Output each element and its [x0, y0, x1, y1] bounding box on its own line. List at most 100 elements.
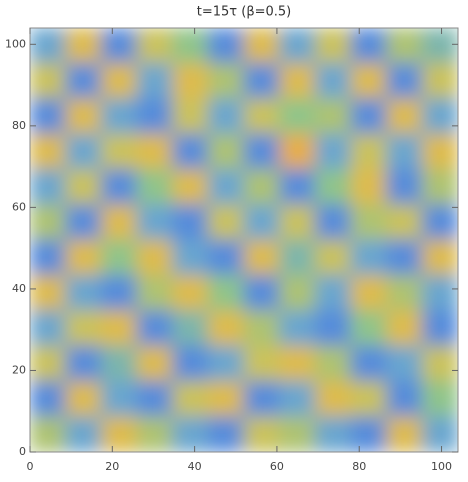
- cell: [136, 98, 174, 135]
- cell: [207, 310, 245, 347]
- cell: [65, 416, 102, 452]
- cell: [350, 98, 388, 135]
- cell: [172, 168, 209, 206]
- cell: [136, 28, 174, 64]
- cell: [386, 239, 423, 276]
- cell: [207, 98, 245, 135]
- cell: [65, 274, 102, 312]
- cell: [314, 133, 352, 170]
- cell: [30, 62, 67, 100]
- cell: [314, 168, 352, 206]
- cell: [350, 28, 388, 64]
- cell: [65, 204, 102, 241]
- cell: [207, 380, 245, 418]
- cell: [136, 310, 174, 347]
- cell: [172, 239, 209, 276]
- cell: [350, 345, 388, 382]
- cell: [421, 274, 458, 312]
- cell: [30, 98, 67, 135]
- cell: [172, 416, 209, 452]
- cell: [386, 345, 423, 382]
- cell: [136, 239, 174, 276]
- cell: [100, 380, 138, 418]
- cell: [279, 416, 316, 452]
- cell: [279, 98, 316, 135]
- cell: [136, 204, 174, 241]
- cell: [172, 133, 209, 170]
- cell: [65, 310, 102, 347]
- cell: [243, 310, 281, 347]
- cell: [65, 62, 102, 100]
- y-tick-label: 60: [12, 200, 26, 213]
- x-tick-label: 0: [27, 460, 34, 473]
- cell: [30, 380, 67, 418]
- cell: [172, 274, 209, 312]
- cell: [172, 204, 209, 241]
- frame: [29, 27, 459, 453]
- cell: [136, 345, 174, 382]
- cell: [207, 133, 245, 170]
- cell: [421, 345, 458, 382]
- cell: [243, 239, 281, 276]
- cell: [136, 62, 174, 100]
- cell: [279, 310, 316, 347]
- cell: [30, 168, 67, 206]
- cell: [243, 98, 281, 135]
- cell: [314, 62, 352, 100]
- cells: [30, 28, 458, 452]
- cell: [100, 98, 138, 135]
- cell: [279, 28, 316, 64]
- cell: [207, 274, 245, 312]
- cell: [314, 310, 352, 347]
- cell: [136, 380, 174, 418]
- chart-title: t=15τ (β=0.5): [197, 5, 292, 20]
- y-tick-label: 100: [5, 37, 26, 50]
- cell: [386, 133, 423, 170]
- x-tick-label: 60: [270, 460, 284, 473]
- cell: [207, 28, 245, 64]
- cell: [279, 345, 316, 382]
- cell: [65, 168, 102, 206]
- cell: [65, 98, 102, 135]
- cell: [207, 345, 245, 382]
- cell: [207, 416, 245, 452]
- cell: [350, 168, 388, 206]
- cell: [30, 345, 67, 382]
- cell: [172, 310, 209, 347]
- cell: [243, 204, 281, 241]
- cell: [100, 204, 138, 241]
- cell: [314, 28, 352, 64]
- cell: [279, 168, 316, 206]
- cell: [421, 204, 458, 241]
- cell: [100, 168, 138, 206]
- cell: [421, 168, 458, 206]
- axes: 0 20 40 60 80 100 0 20 40 60 80 100: [5, 28, 458, 473]
- cell: [386, 380, 423, 418]
- cell: [421, 310, 458, 347]
- cell: [65, 239, 102, 276]
- cell: [350, 239, 388, 276]
- cell: [314, 204, 352, 241]
- cell: [243, 416, 281, 452]
- x-tick-label: 100: [431, 460, 452, 473]
- cell: [207, 62, 245, 100]
- cell: [386, 416, 423, 452]
- cell: [279, 239, 316, 276]
- cell: [314, 380, 352, 418]
- cell: [243, 168, 281, 206]
- cell: [207, 168, 245, 206]
- cell: [350, 274, 388, 312]
- x-tick-label: 20: [105, 460, 119, 473]
- cell: [136, 168, 174, 206]
- cell: [100, 133, 138, 170]
- cell: [350, 310, 388, 347]
- cell: [386, 62, 423, 100]
- cell: [421, 416, 458, 452]
- cell: [386, 28, 423, 64]
- cell: [314, 274, 352, 312]
- cell: [30, 274, 67, 312]
- cell: [207, 204, 245, 241]
- cell: [386, 310, 423, 347]
- cell: [136, 274, 174, 312]
